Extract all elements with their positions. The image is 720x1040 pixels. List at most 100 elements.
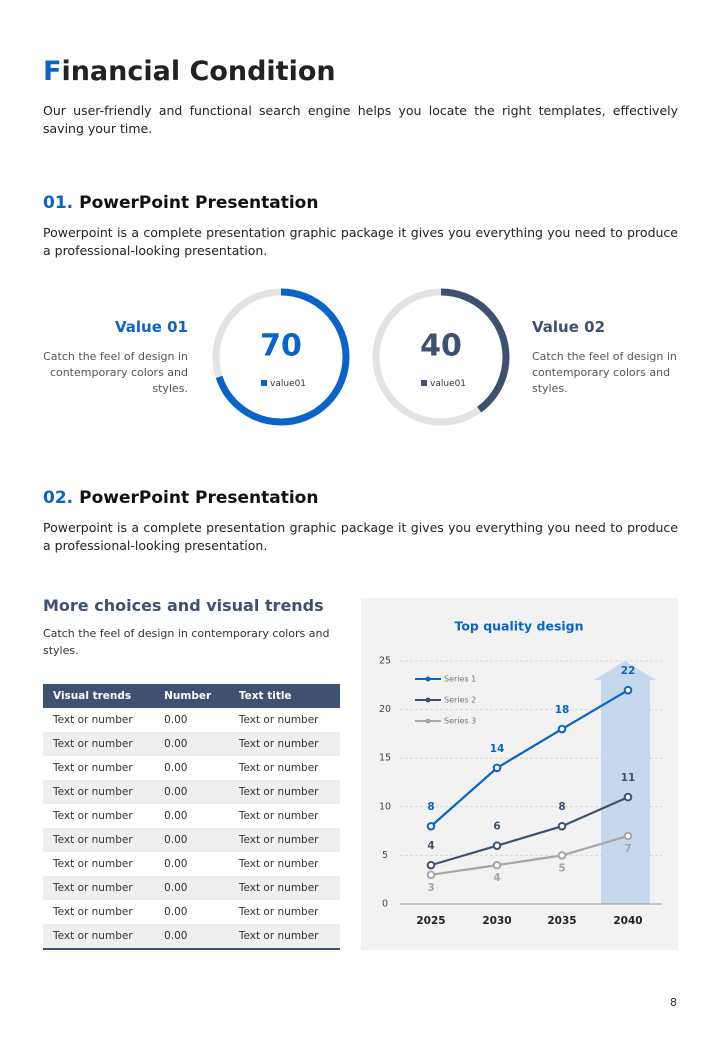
data-label: 11 — [621, 772, 636, 784]
data-label: 18 — [555, 704, 570, 716]
legend-marker — [425, 676, 431, 682]
y-tick-label: 25 — [379, 656, 391, 667]
value-text: Catch the feel of design in contemporary… — [532, 350, 677, 395]
table-cell: Text or number — [228, 732, 340, 756]
table-cell: Text or number — [238, 714, 319, 726]
data-point — [492, 860, 502, 870]
table-cell: Text or number — [228, 876, 340, 900]
value-title: Value 02 — [532, 318, 606, 336]
legend-marker — [425, 718, 431, 724]
data-label: 4 — [427, 840, 434, 852]
y-tick-label: 10 — [379, 801, 391, 812]
table-cell: 0.00 — [164, 906, 188, 918]
table-row: Text or number 0.00 Text or number — [43, 876, 340, 900]
table: Visual trends Number Text title Text or num… — [43, 684, 340, 950]
table-cell: 0.00 — [154, 876, 229, 900]
chart-title: Top quality design — [454, 619, 583, 634]
table-cell: 0.00 — [154, 780, 229, 804]
table-cell: Text or number — [238, 810, 319, 822]
y-tick-label: 20 — [379, 704, 391, 715]
section-title: PowerPoint Presentation — [79, 488, 319, 508]
section-number: 01. — [43, 193, 74, 213]
page-number: 8 — [670, 996, 677, 1009]
section-heading: 02. PowerPoint Presentation — [43, 488, 318, 508]
column-header: Visual trends — [43, 684, 155, 708]
table-header-row: Visual trends Number Text title — [43, 684, 340, 708]
table-row: Text or number 0.00 Text or number — [43, 828, 340, 852]
data-point — [426, 860, 436, 870]
donut-arc — [372, 288, 510, 426]
legend-label: Series 2 — [444, 696, 476, 705]
data-point — [557, 851, 567, 860]
column-header: Number — [154, 684, 229, 708]
y-tick-label: 5 — [382, 850, 388, 861]
legend-label: Series 3 — [444, 717, 476, 726]
data-label: 8 — [558, 801, 565, 813]
table-cell: Text or number — [238, 762, 319, 774]
table-cell: Text or number — [43, 924, 155, 949]
table-cell: Text or number — [53, 762, 133, 774]
data-label: 4 — [493, 872, 500, 884]
table-cell: Text or number — [43, 780, 155, 804]
data-point — [623, 792, 633, 802]
table-row: Text or number 0.00 Text or number — [43, 924, 340, 949]
table-row: Text or number 0.00 Text or number — [43, 708, 340, 732]
page-title: Financial Condition — [43, 56, 336, 87]
data-label: 7 — [624, 843, 631, 855]
section-text: Powerpoint is a complete presentation gr… — [43, 520, 678, 553]
x-tick-label: 2040 — [613, 915, 642, 927]
table-cell: 0.00 — [154, 732, 229, 756]
data-label: 5 — [558, 862, 565, 874]
table-cell: Text or number — [228, 924, 340, 949]
table-row: Text or number 0.00 Text or number — [43, 900, 340, 924]
data-label: 3 — [427, 882, 434, 894]
data-point — [557, 821, 567, 831]
table-cell: 0.00 — [164, 858, 188, 870]
donut-value: 70 — [260, 329, 302, 364]
table-cell: Text or number — [43, 828, 155, 852]
y-tick-label: 15 — [379, 753, 391, 764]
table-row: Text or number 0.00 Text or number — [43, 852, 340, 876]
table-title: More choices and visual trends — [43, 596, 324, 615]
section-number: 02. — [43, 488, 74, 508]
x-tick-label: 2025 — [416, 915, 445, 927]
data-label: 8 — [427, 801, 434, 813]
data-label: 22 — [621, 665, 636, 677]
intro-text: Our user-friendly and functional search … — [43, 103, 678, 136]
data-point — [623, 685, 633, 695]
table-cell: 0.00 — [164, 810, 188, 822]
legend-label: Series 1 — [444, 675, 476, 684]
table-cell: Text or number — [43, 876, 155, 900]
table-cell: Text or number — [228, 780, 340, 804]
data-label: 6 — [493, 821, 500, 833]
data-point — [426, 870, 436, 880]
table-cell: Text or number — [228, 828, 340, 852]
legend-swatch — [261, 380, 267, 386]
table-row: Text or number 0.00 Text or number — [43, 756, 340, 780]
donut-value: 40 — [420, 329, 462, 364]
section-title: PowerPoint Presentation — [79, 193, 319, 213]
legend-marker — [425, 697, 431, 703]
table-row: Text or number 0.00 Text or number — [43, 732, 340, 756]
series-line — [430, 834, 629, 876]
table-row: Text or number 0.00 Text or number — [43, 804, 340, 828]
table-cell: Text or number — [238, 858, 319, 870]
value-text: Catch the feel of design in contemporary… — [43, 350, 188, 395]
series-line — [430, 796, 629, 867]
data-point — [426, 821, 436, 831]
table-cell: Text or number — [53, 858, 133, 870]
table-cell: Text or number — [53, 906, 133, 918]
section-text: Powerpoint is a complete presentation gr… — [43, 225, 678, 258]
table-cell: Text or number — [43, 732, 155, 756]
section-heading: 01. PowerPoint Presentation — [43, 193, 318, 213]
data-point — [557, 724, 567, 734]
y-tick-label: 0 — [382, 899, 388, 910]
table-cell: Text or number — [53, 810, 133, 822]
data-point — [492, 763, 502, 773]
table-cell: Text or number — [53, 714, 133, 726]
donut-arc — [212, 288, 350, 426]
table-row: Text or number 0.00 Text or number — [43, 780, 340, 804]
table-cell: 0.00 — [154, 924, 229, 949]
